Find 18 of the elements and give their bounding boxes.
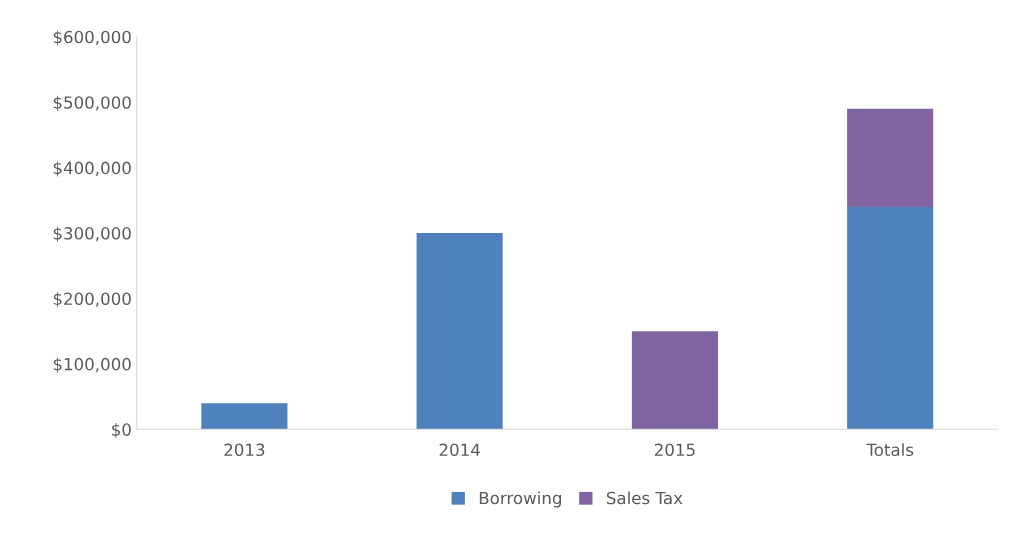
bar bbox=[631, 331, 718, 430]
y-tick-label: $0 bbox=[112, 422, 131, 439]
x-tick-label: 2013 bbox=[224, 443, 265, 457]
y-tick-label: $100,000 bbox=[53, 357, 131, 373]
bar bbox=[847, 206, 934, 430]
x-tick-label: Totals bbox=[866, 443, 914, 457]
legend-label: Sales Tax bbox=[606, 491, 683, 505]
x-tick-label: 2014 bbox=[439, 443, 480, 457]
y-tick-label: $600,000 bbox=[53, 30, 131, 46]
bar bbox=[416, 233, 503, 430]
y-tick-label: $400,000 bbox=[53, 161, 131, 177]
bar bbox=[847, 108, 934, 207]
y-tick-label: $300,000 bbox=[53, 226, 131, 242]
bar bbox=[201, 403, 288, 430]
legend-label: Borrowing bbox=[479, 491, 561, 508]
y-tick-label: $500,000 bbox=[53, 95, 131, 111]
x-tick-label: 2015 bbox=[654, 443, 695, 457]
y-tick-label: $200,000 bbox=[53, 292, 131, 308]
